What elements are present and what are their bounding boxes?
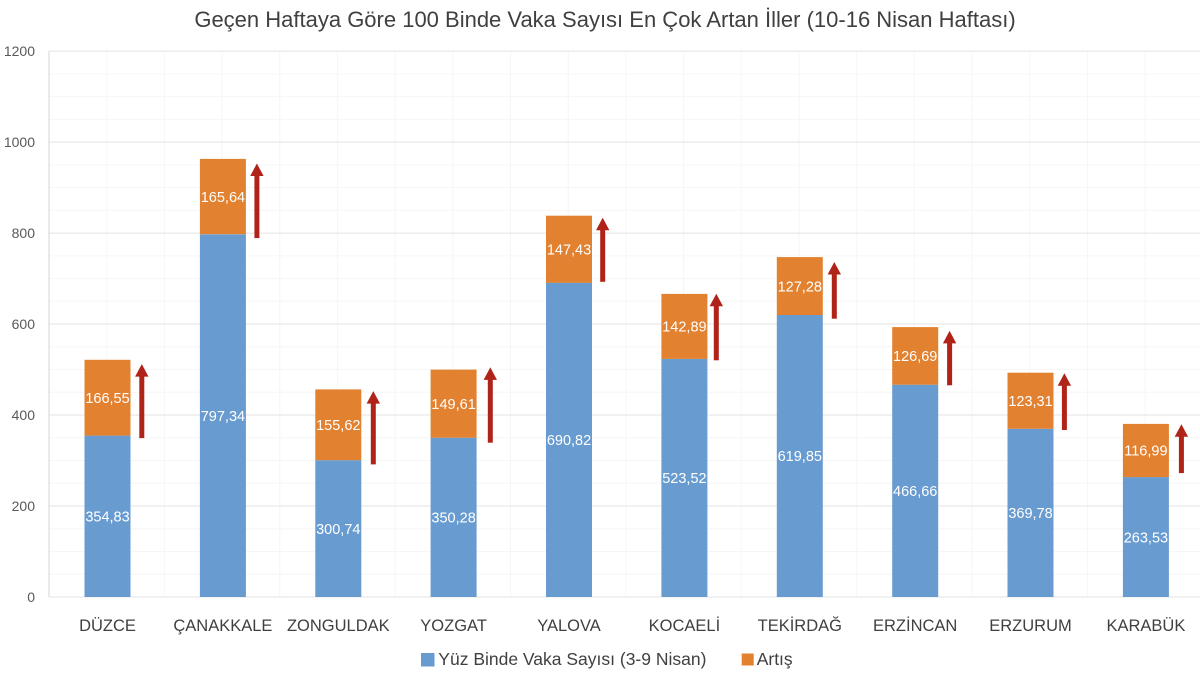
svg-text:0: 0 — [27, 589, 35, 605]
svg-text:523,52: 523,52 — [662, 471, 706, 487]
svg-text:142,89: 142,89 — [662, 320, 706, 336]
svg-text:1000: 1000 — [4, 134, 35, 150]
svg-text:KARABÜK: KARABÜK — [1106, 617, 1185, 635]
svg-text:400: 400 — [12, 407, 36, 423]
svg-text:123,31: 123,31 — [1008, 394, 1052, 410]
svg-text:354,83: 354,83 — [85, 510, 129, 526]
svg-text:ERZİNCAN: ERZİNCAN — [873, 616, 957, 635]
svg-text:800: 800 — [12, 225, 36, 241]
svg-text:Yüz Binde Vaka Sayısı (3-9 Nis: Yüz Binde Vaka Sayısı (3-9 Nisan) — [438, 649, 706, 669]
svg-text:126,69: 126,69 — [893, 349, 937, 365]
svg-text:600: 600 — [12, 316, 36, 332]
svg-text:155,62: 155,62 — [316, 418, 360, 434]
svg-text:466,66: 466,66 — [893, 484, 937, 500]
svg-text:ZONGULDAK: ZONGULDAK — [287, 617, 390, 635]
svg-text:1200: 1200 — [4, 43, 35, 59]
svg-text:619,85: 619,85 — [778, 449, 822, 465]
svg-text:369,78: 369,78 — [1008, 506, 1052, 522]
svg-text:147,43: 147,43 — [547, 242, 591, 258]
svg-text:116,99: 116,99 — [1124, 444, 1167, 460]
svg-text:ÇANAKKALE: ÇANAKKALE — [173, 617, 272, 635]
svg-text:YALOVA: YALOVA — [537, 617, 601, 635]
svg-text:ERZURUM: ERZURUM — [989, 617, 1072, 635]
svg-text:200: 200 — [12, 498, 36, 514]
svg-text:300,74: 300,74 — [316, 522, 360, 538]
svg-text:Artış: Artış — [757, 649, 793, 669]
svg-text:KOCAELİ: KOCAELİ — [649, 616, 721, 635]
svg-text:127,28: 127,28 — [778, 279, 822, 295]
svg-text:350,28: 350,28 — [431, 511, 475, 527]
svg-text:165,64: 165,64 — [201, 190, 245, 206]
svg-text:690,82: 690,82 — [547, 433, 591, 449]
svg-text:797,34: 797,34 — [201, 409, 245, 425]
svg-text:YOZGAT: YOZGAT — [420, 617, 487, 635]
svg-text:263,53: 263,53 — [1124, 530, 1168, 546]
svg-text:Geçen Haftaya Göre 100 Binde V: Geçen Haftaya Göre 100 Binde Vaka Sayısı… — [194, 7, 1015, 32]
svg-text:TEKİRDAĞ: TEKİRDAĞ — [758, 616, 842, 635]
svg-text:166,55: 166,55 — [85, 391, 129, 407]
svg-text:DÜZCE: DÜZCE — [79, 617, 136, 635]
svg-text:149,61: 149,61 — [431, 397, 475, 413]
